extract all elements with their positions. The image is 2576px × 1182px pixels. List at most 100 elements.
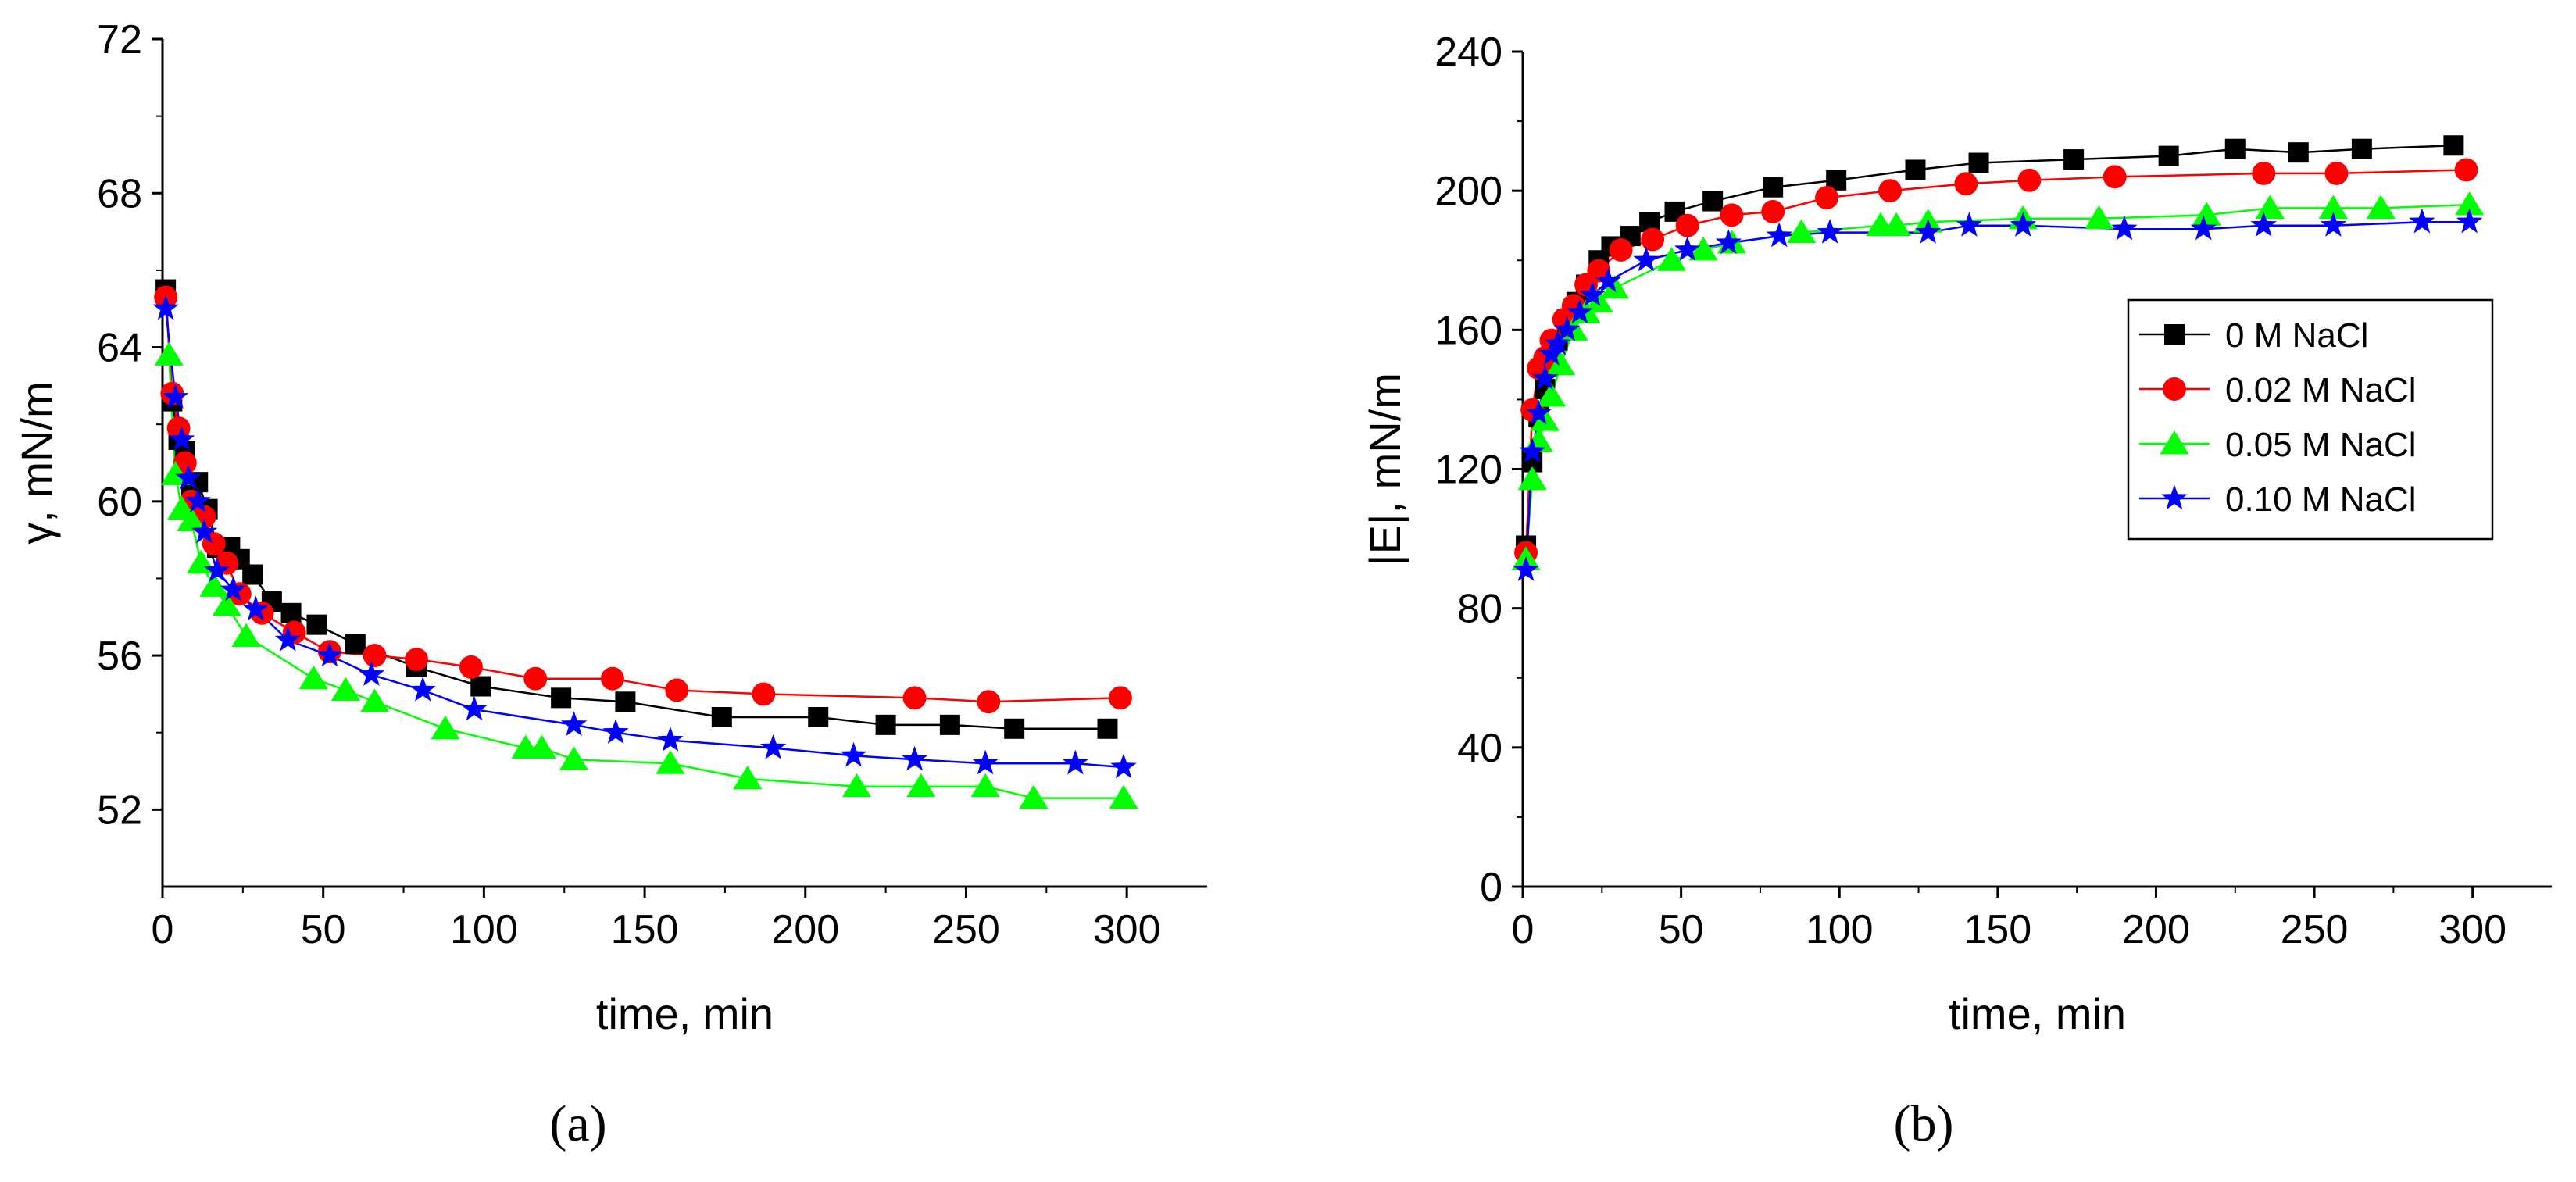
- x-tick-label: 50: [301, 907, 346, 952]
- data-point: [409, 676, 436, 702]
- data-point: [2456, 208, 2483, 234]
- x-tick-label: 150: [1963, 907, 2031, 952]
- data-point: [1766, 222, 1792, 248]
- series-line-a-1: [164, 297, 1120, 703]
- data-point: [2111, 215, 2138, 241]
- data-point: [461, 695, 488, 721]
- data-point: [656, 750, 685, 774]
- data-point: [1546, 351, 1576, 376]
- data-point: [231, 623, 261, 647]
- data-point: [2320, 212, 2347, 237]
- legend-marker: [2164, 324, 2185, 345]
- data-point: [875, 714, 896, 735]
- data-point: [1956, 212, 1983, 237]
- data-point: [1656, 247, 1687, 271]
- y-tick-label: 200: [1434, 169, 1502, 214]
- data-point: [1110, 753, 1137, 779]
- x-tick-label: 200: [771, 907, 839, 952]
- legend-marker: [2163, 377, 2186, 401]
- data-point: [2351, 138, 2372, 159]
- x-axis-title: time, min: [596, 989, 774, 1038]
- data-point: [280, 602, 302, 623]
- data-point: [2454, 158, 2478, 182]
- data-point: [1675, 213, 1699, 237]
- y-tick-label: 80: [1457, 587, 1502, 632]
- data-point: [1674, 236, 1701, 262]
- data-point: [2255, 195, 2285, 219]
- series-a-1-points: [154, 285, 1132, 714]
- data-point: [1544, 330, 1571, 355]
- y-tick-label: 160: [1434, 308, 1502, 353]
- data-point: [345, 634, 366, 655]
- data-point: [808, 707, 829, 727]
- data-point: [2250, 212, 2277, 237]
- legend-label: 0.02 M NaCl: [2225, 371, 2417, 409]
- x-tick-label: 0: [152, 907, 174, 952]
- data-point: [1097, 718, 1118, 739]
- data-point: [2103, 165, 2127, 189]
- data-point: [733, 766, 763, 790]
- data-point: [2324, 161, 2349, 185]
- data-point: [1702, 191, 1724, 212]
- data-point: [665, 678, 689, 702]
- data-point: [972, 749, 999, 775]
- series-b-3-points: [1513, 208, 2483, 581]
- x-tick-label: 250: [932, 907, 1000, 952]
- data-point: [1531, 365, 1559, 390]
- data-point: [1554, 316, 1581, 341]
- x-tick-label: 100: [1806, 907, 1874, 952]
- data-point: [363, 644, 387, 668]
- x-tick-label: 50: [1659, 907, 1704, 952]
- y-tick-label: 240: [1434, 30, 1502, 75]
- data-point: [298, 665, 328, 690]
- data-point: [152, 295, 179, 320]
- y-tick-label: 68: [97, 171, 142, 216]
- y-axis-title: |E|, mN/m: [1360, 373, 1409, 566]
- data-point: [1004, 718, 1025, 739]
- data-point: [1519, 437, 1545, 463]
- data-point: [274, 626, 302, 652]
- data-point: [470, 676, 491, 697]
- data-point: [242, 564, 263, 585]
- data-point: [523, 666, 548, 691]
- data-point: [1905, 159, 1926, 180]
- data-point: [1517, 466, 1547, 491]
- x-tick-label: 150: [611, 907, 679, 952]
- data-point: [2192, 202, 2221, 226]
- data-point: [711, 707, 732, 727]
- data-point: [1815, 186, 1838, 210]
- data-point: [358, 661, 385, 686]
- data-point: [1536, 383, 1567, 407]
- data-point: [2288, 142, 2309, 163]
- data-point: [615, 691, 636, 712]
- data-point: [1881, 212, 1911, 237]
- legend-marker: [2161, 484, 2188, 510]
- data-point: [220, 576, 247, 602]
- y-tick-label: 52: [97, 787, 142, 833]
- data-point: [1587, 259, 1611, 283]
- data-point: [2084, 205, 2114, 230]
- data-point: [902, 686, 927, 710]
- x-tick-label: 250: [2281, 907, 2349, 952]
- series-a-2-points: [154, 341, 1138, 809]
- data-point: [1062, 749, 1088, 775]
- data-point: [657, 727, 684, 752]
- data-point: [199, 573, 229, 597]
- chart-panel-a: 0 50 100 150 200 250 300 52 56 60 64 68 72 time, min γ…: [12, 17, 1207, 1152]
- data-point: [906, 773, 936, 798]
- data-point: [2366, 195, 2396, 219]
- x-tick-label: 0: [1512, 907, 1535, 952]
- data-point: [2443, 135, 2464, 156]
- data-point: [752, 682, 776, 706]
- x-tick-label: 200: [2122, 907, 2190, 952]
- panel-label: (a): [549, 1095, 606, 1152]
- data-point: [2010, 212, 2036, 237]
- data-point: [970, 773, 1000, 798]
- data-point: [316, 641, 343, 667]
- data-point: [977, 690, 1001, 714]
- data-point: [1817, 219, 1843, 244]
- data-point: [551, 687, 572, 709]
- data-point: [2017, 168, 2042, 192]
- data-point: [2455, 191, 2485, 216]
